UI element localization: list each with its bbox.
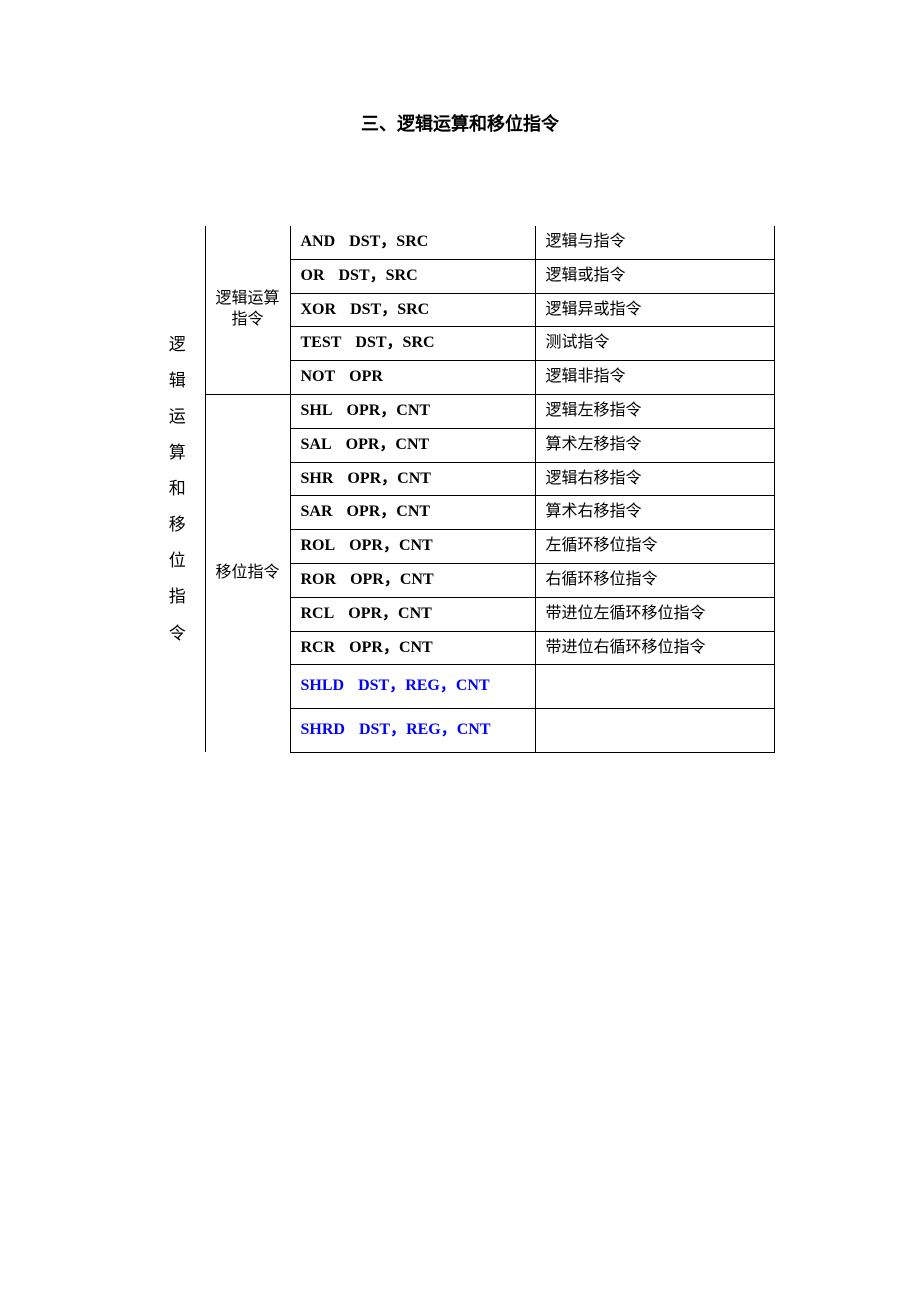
- instruction-operands: OPR，CNT: [347, 503, 431, 520]
- instruction-mnemonic: SHL: [301, 402, 333, 419]
- instruction-mnemonic: SHRD: [301, 721, 345, 738]
- instruction-cell: ROR OPR，CNT: [290, 563, 535, 597]
- instruction-cell: TEST DST，SRC: [290, 327, 535, 361]
- page-title: 三、逻辑运算和移位指令: [0, 110, 920, 136]
- instruction-operands: OPR，CNT: [347, 402, 431, 419]
- instruction-operands: DST，SRC: [350, 301, 429, 318]
- table-row: 逻辑运算和移位指令逻辑运算指令ANDDST，SRC逻辑与指令: [150, 226, 775, 259]
- instruction-mnemonic: OR: [301, 267, 325, 284]
- instruction-mnemonic: AND: [301, 233, 336, 250]
- description-cell: [535, 709, 775, 753]
- instruction-cell: SHLD DST，REG，CNT: [290, 665, 535, 709]
- instruction-operands: DST，SRC: [339, 267, 418, 284]
- table-row: 移位指令SHLOPR，CNT逻辑左移指令: [150, 394, 775, 428]
- instruction-mnemonic: ROL: [301, 537, 336, 554]
- instruction-table-wrapper: 逻辑运算和移位指令逻辑运算指令ANDDST，SRC逻辑与指令ORDST，SRC逻…: [150, 226, 775, 753]
- instruction-mnemonic: NOT: [301, 368, 336, 385]
- instruction-mnemonic: RCR: [301, 639, 336, 656]
- instruction-mnemonic: SAL: [301, 436, 332, 453]
- instruction-operands: DST，REG，CNT: [359, 721, 491, 738]
- main-category-text: 逻辑运算和移位指令: [150, 334, 205, 645]
- instruction-cell: OR DST，SRC: [290, 259, 535, 293]
- instruction-cell: SAL OPR，CNT: [290, 428, 535, 462]
- instruction-operands: DST，SRC: [355, 334, 434, 351]
- main-category-char: 令: [169, 623, 186, 645]
- main-category-char: 逻: [169, 334, 186, 356]
- description-cell: 算术左移指令: [535, 428, 775, 462]
- main-category-char: 和: [169, 478, 186, 500]
- instruction-cell: ROL OPR，CNT: [290, 530, 535, 564]
- description-cell: 逻辑右移指令: [535, 462, 775, 496]
- instruction-operands: DST，SRC: [349, 233, 428, 250]
- instruction-operands: OPR: [349, 368, 383, 385]
- description-cell: 右循环移位指令: [535, 563, 775, 597]
- document-page: 三、逻辑运算和移位指令 逻辑运算和移位指令逻辑运算指令ANDDST，SRC逻辑与…: [0, 0, 920, 753]
- description-cell: [535, 665, 775, 709]
- instruction-mnemonic: TEST: [301, 334, 342, 351]
- main-category-char: 运: [169, 406, 186, 428]
- main-category-char: 算: [169, 442, 186, 464]
- sub-category-cell: 逻辑运算指令: [205, 226, 290, 394]
- description-cell: 逻辑与指令: [535, 226, 775, 259]
- sub-category-cell: 移位指令: [205, 394, 290, 752]
- description-cell: 左循环移位指令: [535, 530, 775, 564]
- main-category-char: 指: [169, 586, 186, 608]
- instruction-mnemonic: ROR: [301, 571, 337, 588]
- instruction-operands: OPR，CNT: [349, 639, 433, 656]
- description-cell: 逻辑左移指令: [535, 394, 775, 428]
- main-category-char: 移: [169, 514, 186, 536]
- instruction-operands: OPR，CNT: [349, 537, 433, 554]
- main-category-char: 辑: [169, 370, 186, 392]
- instruction-cell: SHRD DST，REG，CNT: [290, 709, 535, 753]
- description-cell: 逻辑非指令: [535, 361, 775, 395]
- description-cell: 带进位左循环移位指令: [535, 597, 775, 631]
- instruction-cell: SHR OPR，CNT: [290, 462, 535, 496]
- instruction-cell: AND DST，SRC: [290, 226, 535, 259]
- main-category-char: 位: [169, 550, 186, 572]
- instruction-mnemonic: SHR: [301, 470, 334, 487]
- instruction-mnemonic: SAR: [301, 503, 333, 520]
- description-cell: 带进位右循环移位指令: [535, 631, 775, 665]
- description-cell: 测试指令: [535, 327, 775, 361]
- instruction-cell: XOR DST，SRC: [290, 293, 535, 327]
- instruction-mnemonic: SHLD: [301, 677, 345, 694]
- instruction-mnemonic: XOR: [301, 301, 337, 318]
- table-body: 逻辑运算和移位指令逻辑运算指令ANDDST，SRC逻辑与指令ORDST，SRC逻…: [150, 226, 775, 752]
- description-cell: 逻辑或指令: [535, 259, 775, 293]
- instruction-mnemonic: RCL: [301, 605, 335, 622]
- description-cell: 逻辑异或指令: [535, 293, 775, 327]
- instruction-operands: DST，REG，CNT: [358, 677, 490, 694]
- instruction-table: 逻辑运算和移位指令逻辑运算指令ANDDST，SRC逻辑与指令ORDST，SRC逻…: [150, 226, 775, 753]
- instruction-operands: OPR，CNT: [347, 470, 431, 487]
- instruction-operands: OPR，CNT: [346, 436, 430, 453]
- instruction-cell: NOT OPR: [290, 361, 535, 395]
- instruction-operands: OPR，CNT: [348, 605, 432, 622]
- description-cell: 算术右移指令: [535, 496, 775, 530]
- instruction-cell: RCR OPR，CNT: [290, 631, 535, 665]
- instruction-cell: RCL OPR，CNT: [290, 597, 535, 631]
- instruction-cell: SAR OPR，CNT: [290, 496, 535, 530]
- instruction-cell: SHL OPR，CNT: [290, 394, 535, 428]
- main-category-cell: 逻辑运算和移位指令: [150, 226, 205, 752]
- instruction-operands: OPR，CNT: [350, 571, 434, 588]
